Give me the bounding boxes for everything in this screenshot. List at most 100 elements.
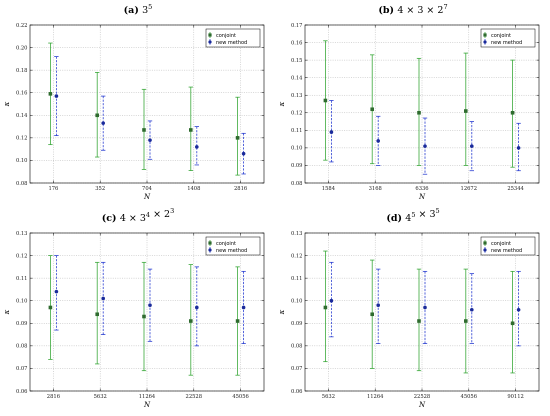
y-tick-label: 0.15 xyxy=(291,58,303,64)
chart-a: (a) 35 0.08 0.10 0.12 0.14 0.16 0.18 0.20 0.22 17… xyxy=(3,3,265,201)
y-tick-label: 0.12 xyxy=(16,136,28,142)
point-conjoint xyxy=(95,312,99,317)
y-tick-label: 0.09 xyxy=(16,321,28,327)
y-tick-label: 0.13 xyxy=(16,231,28,237)
point-conjoint xyxy=(95,113,99,118)
legend-swatch-marker xyxy=(483,33,487,37)
panel-letter: (b) xyxy=(378,5,397,16)
panel-c: (c) 4 × 34 × 23 0.06 0.07 0.08 0.09 0.10 0.11 0… xyxy=(0,208,275,416)
legend-label: conjoint xyxy=(216,241,236,247)
y-tick-label: 0.09 xyxy=(291,163,303,169)
x-tick-label: 704 xyxy=(142,186,153,192)
chart-title: (d) 45 × 35 xyxy=(386,208,439,224)
point-conjoint xyxy=(142,128,146,132)
point-conjoint xyxy=(235,136,240,140)
y-tick-label: 0.11 xyxy=(291,128,303,134)
legend-swatch-marker xyxy=(483,40,487,44)
legend-label: new method xyxy=(491,40,522,46)
chart-title: (a) 35 xyxy=(124,3,153,16)
plot-frame xyxy=(29,232,265,392)
panel-d: (d) 45 × 35 0.06 0.07 0.08 0.09 0.10 0.11 0.12 0… xyxy=(275,208,550,416)
legend-swatch-marker xyxy=(483,241,487,245)
point-conjoint xyxy=(189,319,193,323)
x-tick-label: 5632 xyxy=(322,394,335,400)
x-tick-label: 22528 xyxy=(414,394,431,400)
y-tick-label: 0.14 xyxy=(16,113,28,119)
legend-swatch-marker xyxy=(208,241,212,245)
point-new-method xyxy=(516,146,521,150)
point-conjoint xyxy=(48,92,53,96)
point-conjoint xyxy=(323,305,328,310)
y-axis-label: κ xyxy=(278,309,286,315)
y-tick-label: 0.09 xyxy=(291,321,303,327)
y-axis-label: κ xyxy=(278,101,286,107)
point-conjoint xyxy=(464,109,468,113)
x-tick-label: 2816 xyxy=(47,394,60,400)
point-conjoint xyxy=(464,319,468,323)
panel-letter: (c) xyxy=(102,213,120,224)
point-new-method xyxy=(54,94,59,98)
point-conjoint xyxy=(323,98,328,103)
y-axis-label: κ xyxy=(3,101,11,107)
y-tick-label: 0.07 xyxy=(291,366,303,372)
point-new-method xyxy=(376,303,380,308)
chart-c: (c) 4 × 34 × 23 0.06 0.07 0.08 0.09 0.10 0.11 0… xyxy=(3,208,265,409)
y-tick-label: 0.12 xyxy=(291,253,303,259)
point-new-method xyxy=(470,307,474,312)
x-tick-label: 176 xyxy=(48,186,58,192)
y-tick-label: 0.06 xyxy=(291,389,303,395)
legend-box xyxy=(205,28,261,48)
legend-label: new method xyxy=(216,248,247,254)
point-new-method xyxy=(470,144,474,148)
x-tick-label: 3168 xyxy=(369,186,382,192)
point-conjoint xyxy=(510,321,515,326)
panel-a: (a) 35 0.08 0.10 0.12 0.14 0.16 0.18 0.20 0.22 17… xyxy=(0,0,275,208)
point-new-method xyxy=(241,151,246,156)
point-new-method xyxy=(195,145,199,149)
x-axis-label: N xyxy=(418,193,426,201)
legend-box xyxy=(480,28,536,48)
y-tick-label: 0.10 xyxy=(16,158,28,164)
y-tick-label: 0.16 xyxy=(291,40,303,46)
x-tick-label: 5632 xyxy=(94,394,107,400)
legend-label: new method xyxy=(491,248,522,254)
y-tick-label: 0.16 xyxy=(16,91,28,97)
y-tick-label: 0.10 xyxy=(16,299,28,305)
y-tick-label: 0.07 xyxy=(16,366,28,372)
y-tick-label: 0.06 xyxy=(16,389,28,395)
x-tick-label: 11264 xyxy=(367,394,384,400)
y-axis-label: κ xyxy=(3,309,11,315)
legend-swatch-marker xyxy=(208,248,212,252)
point-conjoint xyxy=(510,110,515,115)
point-conjoint xyxy=(370,312,374,317)
point-new-method xyxy=(376,139,380,143)
y-tick-label: 0.22 xyxy=(16,23,28,29)
x-axis-label: N xyxy=(418,401,426,409)
y-tick-label: 0.12 xyxy=(291,111,303,117)
x-tick-label: 25344 xyxy=(507,186,524,192)
x-tick-label: 45056 xyxy=(461,394,478,400)
y-tick-label: 0.08 xyxy=(291,181,303,187)
x-axis-label: N xyxy=(143,193,151,201)
x-tick-label: 352 xyxy=(95,186,105,192)
y-tick-label: 0.10 xyxy=(291,299,303,305)
x-tick-label: 6336 xyxy=(415,186,428,192)
point-new-method xyxy=(329,298,334,303)
y-tick-label: 0.08 xyxy=(16,344,28,350)
chart-title: (b) 4 × 3 × 27 xyxy=(378,3,447,16)
panel-b: (b) 4 × 3 × 27 0.08 0.09 0.10 0.11 0.12 0.13 0.… xyxy=(275,0,550,208)
point-conjoint xyxy=(142,314,146,319)
y-tick-label: 0.13 xyxy=(291,231,303,237)
legend-label: conjoint xyxy=(216,33,236,39)
y-tick-label: 0.11 xyxy=(16,276,28,282)
x-tick-label: 45056 xyxy=(232,394,249,400)
point-conjoint xyxy=(370,107,374,112)
plot-frame xyxy=(304,232,540,392)
panel-letter: (d) xyxy=(386,213,405,224)
x-tick-label: 22528 xyxy=(186,394,203,400)
y-tick-label: 0.11 xyxy=(291,276,303,282)
y-tick-label: 0.10 xyxy=(291,146,303,152)
chart-b: (b) 4 × 3 × 27 0.08 0.09 0.10 0.11 0.12 0.13 0.… xyxy=(278,3,540,201)
y-tick-label: 0.12 xyxy=(16,253,28,259)
point-new-method xyxy=(241,305,246,310)
